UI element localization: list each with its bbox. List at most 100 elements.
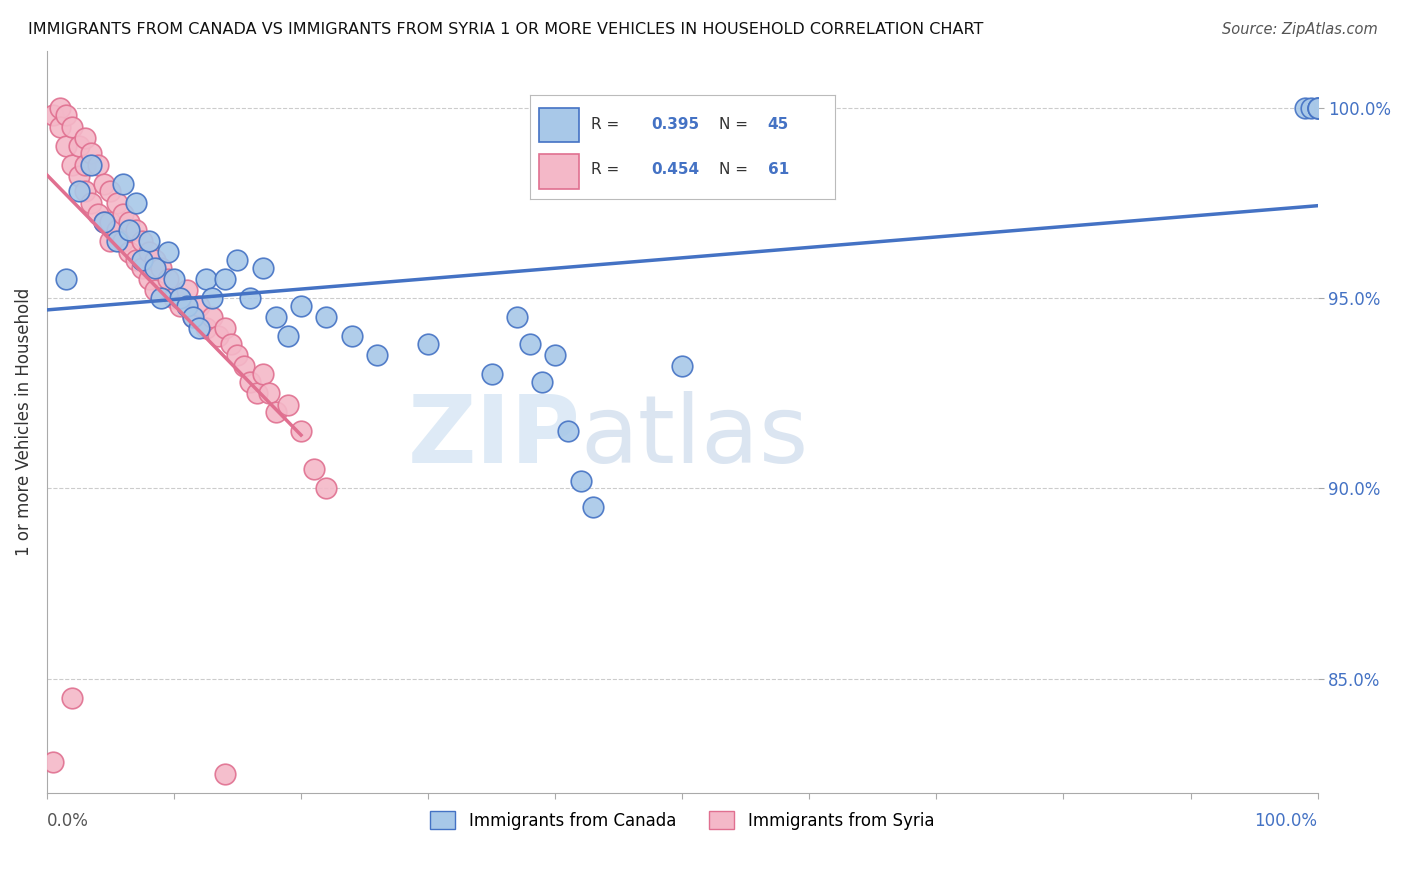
Point (506, 310, 529, 324)
Point (181, 310, 204, 324)
Point (131, 252, 153, 267)
Point (60, 120, 83, 134)
Point (169, 299, 191, 313)
Point (1294, 101, 1316, 115)
Point (73, 158, 96, 172)
Point (181, 310, 204, 324)
Point (93, 177, 115, 191)
Point (163, 291, 186, 305)
Point (143, 260, 166, 275)
Point (290, 299, 312, 313)
Point (118, 215, 141, 229)
Point (118, 245, 141, 260)
Point (481, 367, 503, 381)
Point (105, 234, 128, 248)
Point (582, 500, 605, 515)
Point (239, 291, 262, 305)
Text: Source: ZipAtlas.com: Source: ZipAtlas.com (1222, 22, 1378, 37)
Point (194, 272, 217, 286)
Point (264, 405, 287, 419)
Point (100, 185, 122, 199)
Point (290, 424, 312, 438)
Point (67, 185, 90, 199)
Point (55, 272, 77, 286)
Point (188, 321, 211, 335)
Point (201, 310, 224, 324)
Point (557, 424, 579, 438)
Point (277, 329, 299, 343)
Point (207, 329, 229, 343)
Point (55, 138, 77, 153)
Text: 100.0%: 100.0% (1254, 812, 1317, 830)
Point (163, 272, 186, 286)
Point (112, 177, 135, 191)
Point (125, 195, 148, 210)
Point (131, 234, 153, 248)
Point (80, 158, 103, 172)
Point (86, 158, 108, 172)
Point (42, 108, 65, 122)
Point (416, 336, 439, 351)
Point (176, 284, 198, 298)
Point (315, 310, 337, 324)
Point (169, 291, 191, 305)
Point (245, 386, 267, 401)
Point (131, 260, 153, 275)
Point (232, 359, 254, 374)
Point (519, 336, 541, 351)
Point (105, 195, 128, 210)
Point (366, 348, 388, 362)
Point (100, 215, 122, 229)
Point (252, 260, 274, 275)
Point (138, 234, 160, 248)
Point (80, 146, 103, 161)
Point (93, 215, 115, 229)
Point (201, 291, 224, 305)
Point (569, 474, 592, 488)
Point (219, 336, 242, 351)
Point (48, 120, 70, 134)
Text: atlas: atlas (581, 391, 808, 483)
Point (214, 321, 236, 335)
Point (118, 222, 141, 236)
Point (125, 222, 148, 236)
Point (264, 310, 287, 324)
Point (112, 207, 135, 221)
Point (55, 108, 77, 122)
Point (1306, 101, 1329, 115)
Point (214, 766, 236, 780)
Point (277, 398, 299, 412)
Point (156, 245, 179, 260)
Point (67, 138, 90, 153)
Point (252, 367, 274, 381)
Point (188, 299, 211, 313)
Point (73, 185, 96, 199)
Point (315, 481, 337, 495)
Point (194, 321, 217, 335)
Point (48, 101, 70, 115)
Point (671, 359, 693, 374)
Point (112, 234, 135, 248)
Point (150, 291, 173, 305)
Point (1306, 101, 1329, 115)
Point (60, 158, 83, 172)
Point (60, 690, 83, 705)
Text: 0.0%: 0.0% (46, 812, 89, 830)
Point (226, 252, 249, 267)
Point (143, 284, 166, 298)
Point (156, 272, 179, 286)
Point (531, 375, 554, 389)
Point (1301, 101, 1323, 115)
Legend: Immigrants from Canada, Immigrants from Syria: Immigrants from Canada, Immigrants from … (423, 805, 941, 837)
Point (239, 375, 262, 389)
Y-axis label: 1 or more Vehicles in Household: 1 or more Vehicles in Household (15, 287, 32, 556)
Point (138, 245, 160, 260)
Point (73, 131, 96, 145)
Point (150, 260, 173, 275)
Text: ZIP: ZIP (408, 391, 581, 483)
Point (67, 169, 90, 184)
Point (176, 299, 198, 313)
Point (226, 348, 249, 362)
Point (143, 252, 166, 267)
Point (93, 215, 115, 229)
